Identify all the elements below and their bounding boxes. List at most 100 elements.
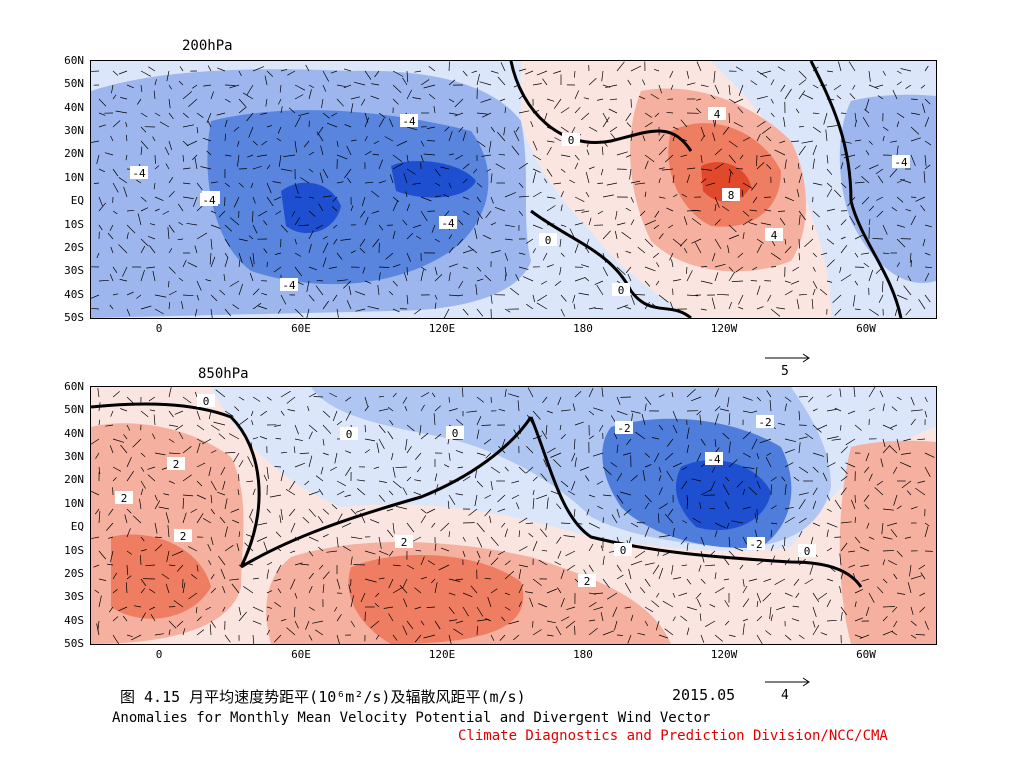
wind-vector-arrow (691, 396, 702, 402)
wind-vector-arrow (686, 543, 689, 552)
wind-vector-arrow (364, 280, 372, 284)
zero-contour-line (91, 402, 863, 588)
wind-vector-arrow (348, 584, 352, 594)
wind-vector-arrow (518, 210, 524, 216)
wind-vector-arrow (388, 291, 394, 296)
wind-vector-arrow (415, 549, 422, 552)
wind-vector-arrow (798, 492, 809, 496)
wind-vector-arrow (313, 396, 324, 398)
wind-vector-arrow (224, 498, 228, 510)
wind-vector-arrow (826, 508, 832, 512)
wind-vector-arrow (238, 182, 244, 188)
negative-anomaly-core (676, 460, 771, 531)
wind-vector-arrow (896, 238, 906, 248)
wind-vector-arrow (625, 266, 632, 274)
wind-vector-arrow (686, 294, 699, 297)
wind-vector-arrow (355, 308, 366, 312)
wind-vector-arrow (217, 67, 226, 72)
wind-vector-arrow (812, 624, 820, 636)
wind-vector-arrow (392, 98, 399, 105)
wind-vector-arrow (658, 233, 664, 240)
wind-vector-arrow (720, 408, 730, 412)
wind-vector-arrow (865, 98, 870, 111)
wind-vector-arrow (588, 602, 597, 608)
wind-vector-arrow (518, 110, 530, 114)
wind-vector-arrow (336, 84, 347, 88)
wind-vector-arrow (554, 561, 562, 566)
wind-vector-arrow (110, 550, 114, 563)
wind-vector-arrow (220, 466, 226, 476)
wind-vector-arrow (662, 600, 674, 608)
wind-vector-arrow (574, 277, 586, 282)
wind-vector-arrow (569, 179, 576, 184)
wind-vector-arrow (635, 182, 646, 185)
wind-vector-arrow (627, 634, 632, 644)
wind-vector-arrow (476, 522, 485, 533)
wind-vector-arrow (140, 84, 143, 93)
wind-vector-arrow (229, 217, 240, 226)
wind-vector-arrow (93, 182, 100, 184)
wind-vector-arrow (721, 205, 730, 212)
wind-vector-arrow (848, 564, 856, 568)
wind-vector-arrow (152, 433, 156, 440)
wind-vector-arrow (546, 634, 554, 637)
wind-vector-arrow (287, 409, 296, 412)
wind-vector-arrow (901, 452, 912, 455)
wind-vector-arrow (756, 285, 761, 296)
wind-vector-arrow (396, 140, 408, 147)
wind-vector-arrow (448, 592, 456, 596)
wind-vector-arrow (653, 452, 660, 463)
wind-vector-arrow (140, 612, 146, 622)
wind-vector-arrow (840, 236, 846, 240)
wind-vector-arrow (182, 578, 184, 589)
wind-vector-arrow (770, 79, 775, 86)
wind-vector-arrow (644, 494, 652, 503)
wind-vector-arrow (553, 70, 562, 74)
wind-vector-arrow (532, 410, 541, 420)
wind-vector-arrow (791, 140, 800, 142)
wind-vector-arrow (672, 126, 679, 130)
wind-vector-arrow (168, 564, 176, 566)
wind-vector-arrow (140, 112, 148, 118)
wind-vector-arrow (868, 205, 875, 212)
negative-anomaly-core (281, 182, 341, 234)
wind-vector-arrow (448, 153, 454, 156)
wind-vector-arrow (256, 522, 268, 526)
wind-vector-arrow (210, 508, 215, 515)
wind-vector-arrow (266, 196, 274, 207)
wind-vector-arrow (579, 466, 590, 471)
wind-vector-arrow (526, 445, 534, 454)
wind-vector-arrow (209, 624, 212, 636)
wind-vector-arrow (826, 619, 837, 622)
wind-vector-arrow (237, 489, 240, 496)
wind-vector-arrow (574, 154, 580, 161)
wind-vector-arrow (308, 634, 313, 641)
longitude-label: 60W (856, 322, 876, 335)
wind-vector-arrow (229, 433, 240, 440)
wind-vector-arrow (672, 462, 683, 468)
wind-vector-arrow (354, 290, 366, 296)
wind-vector-arrow (672, 592, 676, 598)
wind-vector-arrow (890, 424, 898, 429)
wind-vector-arrow (714, 388, 720, 398)
wind-vector-arrow (572, 403, 576, 412)
wind-vector-arrow (343, 84, 352, 89)
wind-vector-arrow (336, 480, 346, 487)
wind-vector-arrow (804, 238, 814, 247)
wind-vector-arrow (881, 522, 884, 535)
wind-vector-arrow (532, 489, 535, 496)
wind-vector-arrow (691, 238, 702, 244)
wind-vector-arrow (681, 466, 688, 471)
wind-vector-arrow (826, 238, 835, 245)
wind-vector-arrow (658, 535, 671, 538)
wind-vector-arrow (854, 112, 857, 122)
wind-vector-arrow (196, 424, 205, 431)
wind-vector-arrow (266, 615, 269, 622)
wind-vector-arrow (108, 536, 114, 539)
latitude-label: 40S (64, 287, 84, 301)
wind-vector-arrow (364, 135, 368, 142)
wind-vector-arrow (756, 244, 762, 254)
wind-vector-arrow (756, 452, 760, 459)
wind-vector-arrow (761, 126, 772, 134)
longitude-label: 60E (291, 322, 311, 335)
